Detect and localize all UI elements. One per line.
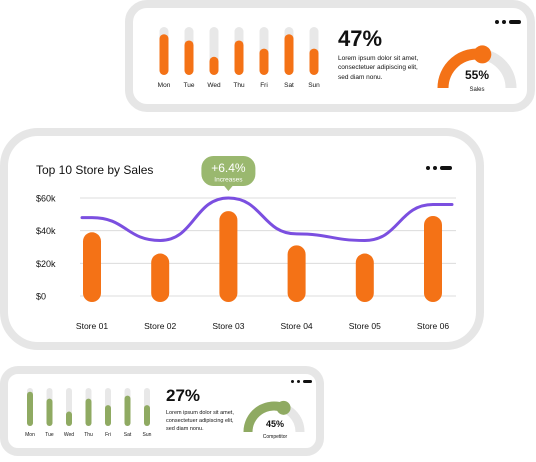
weekly-bar (27, 391, 33, 426)
weekly-bar (46, 398, 53, 426)
weekly-bar (85, 398, 92, 426)
trend-line (80, 196, 454, 242)
x-tick-label: Store 04 (281, 321, 313, 331)
weekly-day-label: Wed (207, 82, 221, 89)
top-description: Lorem ipsum dolor sit amet, consectetuer… (338, 54, 418, 82)
top-percent: 47% (338, 26, 383, 51)
sales-bar[interactable] (219, 211, 238, 302)
bottom-stats-card: Mon Tue Wed Thu Fri Sat Sun 27% Lorem ipsum do… (0, 366, 324, 456)
weekly-day-label: Sat (124, 432, 132, 438)
x-tick-label: Store 01 (76, 321, 108, 331)
sales-bar[interactable] (83, 232, 101, 302)
top-gauge-value: 55% (464, 68, 490, 82)
y-tick-label: $0 (36, 292, 46, 302)
y-tick-label: $60k (36, 194, 56, 204)
sales-bar[interactable] (355, 253, 374, 302)
bottom-description: Lorem ipsum dolor sit amet, consectetuer… (166, 410, 234, 434)
callout-label: Increases (214, 177, 243, 184)
chart-more-menu-icon[interactable] (426, 166, 452, 170)
weekly-day-label: Thu (84, 432, 93, 438)
weekly-day-label: Tue (45, 432, 54, 438)
weekly-bar (144, 405, 150, 426)
sales-bar[interactable] (151, 253, 170, 302)
top-weekly-bars: Mon Tue Wed Thu Fri Sat Sun (158, 27, 320, 89)
weekly-bar (159, 34, 169, 75)
x-tick-label: Store 05 (349, 321, 381, 331)
weekly-bar (259, 48, 269, 75)
bottom-desc-line: consectetuer adipiscing elit, (166, 417, 234, 424)
callout-pointer (223, 185, 234, 191)
top-gauge (437, 45, 517, 89)
y-tick-label: $40k (36, 226, 56, 236)
weekly-day-label: Mon (158, 82, 171, 89)
sales-chart-card: Top 10 Store by Sales +6.4% Increases $60… (0, 128, 484, 350)
sales-chart: +6.4% Increases $60k $40k $20k $0 Store 01 Sto… (36, 156, 456, 331)
top-desc-line: consectetuer adipiscing elit, (338, 64, 418, 72)
weekly-day-label: Sat (284, 82, 294, 89)
weekly-day-label: Sun (143, 432, 152, 438)
bottom-weekly-bars: Mon Tue Wed Thu Fri Sat Sun (25, 388, 152, 438)
weekly-bar (105, 405, 111, 426)
weekly-day-label: Fri (260, 82, 268, 89)
top-desc-line: sed diam nonu. (338, 73, 383, 81)
weekly-bar (234, 40, 244, 75)
weekly-day-label: Sun (308, 82, 320, 89)
top-gauge-label: Sales (469, 87, 485, 93)
callout-value: +6.4% (211, 161, 246, 175)
weekly-bar (66, 411, 72, 426)
weekly-day-label: Wed (64, 432, 74, 438)
weekly-bar (309, 48, 319, 75)
weekly-day-label: Fri (105, 432, 111, 438)
y-tick-label: $20k (36, 259, 56, 269)
top-stats-card: Mon Tue Wed Thu Fri Sat Sun 47% Lorem ipsum do… (125, 0, 535, 112)
bottom-percent: 27% (166, 386, 201, 405)
bottom-gauge-label: Competitor (262, 434, 288, 440)
weekly-bar (209, 56, 219, 75)
weekly-day-label: Thu (233, 82, 245, 89)
bottom-gauge-value: 45% (265, 419, 284, 429)
x-tick-label: Store 06 (417, 321, 449, 331)
bottom-desc-line: sed diam nonu. (166, 425, 204, 432)
weekly-bar (184, 40, 194, 75)
weekly-bar (284, 34, 294, 75)
weekly-day-label: Tue (184, 82, 195, 89)
bottom-gauge (243, 400, 305, 433)
sales-bar[interactable] (287, 245, 306, 302)
bottom-more-menu-icon[interactable] (291, 380, 312, 383)
chart-title: Top 10 Store by Sales (36, 163, 154, 177)
weekly-bar (124, 395, 131, 426)
sales-bar[interactable] (424, 215, 442, 302)
x-tick-label: Store 02 (144, 321, 176, 331)
bottom-desc-line: Lorem ipsum dolor sit amet, (166, 410, 234, 416)
top-more-menu-icon[interactable] (495, 20, 521, 24)
increase-callout (201, 156, 256, 186)
weekly-day-label: Mon (25, 432, 35, 438)
x-tick-label: Store 03 (212, 321, 244, 331)
top-desc-line: Lorem ipsum dolor sit amet, (338, 55, 419, 62)
